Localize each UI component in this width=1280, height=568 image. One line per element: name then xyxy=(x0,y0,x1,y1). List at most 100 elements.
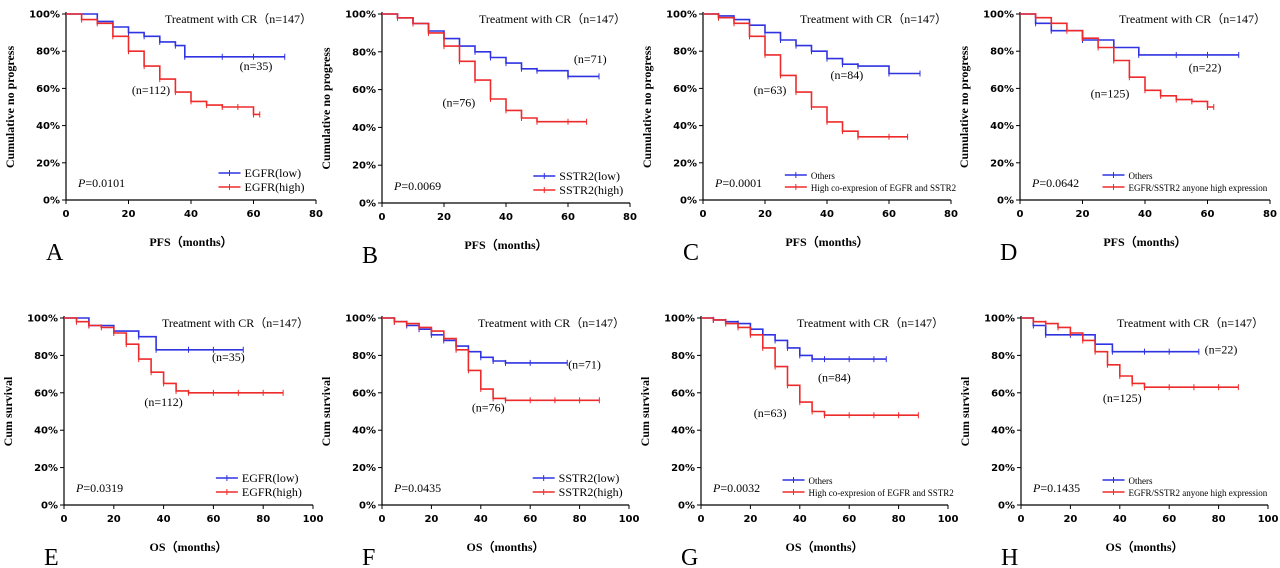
x-tick-label: 40 xyxy=(157,514,171,525)
y-tick-label: 0% xyxy=(43,196,60,207)
series-line xyxy=(703,13,908,138)
x-axis-label: PFS（months） xyxy=(1103,234,1186,249)
x-tick-label: 100 xyxy=(1258,514,1279,525)
y-tick-label: 20% xyxy=(990,158,1014,169)
x-tick-label: 20 xyxy=(107,514,121,525)
x-tick-label: 20 xyxy=(743,514,757,525)
n-label: (n=22) xyxy=(1189,61,1222,75)
y-tick-label: 40% xyxy=(990,121,1014,132)
y-tick-label: 40% xyxy=(673,121,697,132)
panel-letter: A xyxy=(46,240,64,266)
x-tick-label: 0 xyxy=(698,514,705,525)
km-panel-h: 0% 20% 40% 60% 80% 100% 0 20 40 60 80 100 Cum surviv… xyxy=(958,314,1278,568)
x-tick-label: 0 xyxy=(61,514,68,525)
y-tick-label: 20% xyxy=(991,463,1015,474)
y-tick-label: 0% xyxy=(998,501,1015,512)
y-tick-label: 100% xyxy=(29,10,60,21)
km-panel-d: 0% 20% 40% 60% 80% 100% 0 20 40 60 80 Cumulative no… xyxy=(957,10,1277,267)
annotation: Treatment with CR（n=147） xyxy=(165,12,312,26)
x-tick-label: 100 xyxy=(619,514,640,525)
legend: Others High co-expresion of EGFR and SSTR… xyxy=(782,476,954,498)
y-tick-label: 80% xyxy=(673,47,697,58)
n-label: (n=112) xyxy=(144,395,182,409)
y-tick-label: 40% xyxy=(352,123,376,134)
y-tick-label: 100% xyxy=(983,10,1014,21)
x-tick-label: 60 xyxy=(523,514,537,525)
annotation: Treatment with CR（n=147） xyxy=(478,316,625,330)
y-axis-label: Cumulative no progress xyxy=(319,47,333,170)
annotation: Treatment with CR（n=147） xyxy=(797,316,944,330)
x-tick-label: 20 xyxy=(122,209,136,220)
series-high: (n=125) xyxy=(1020,13,1215,110)
x-axis-label: PFS（months） xyxy=(464,237,547,252)
y-tick-label: 20% xyxy=(36,158,60,169)
y-axis-label: Cumulative no progress xyxy=(3,46,17,169)
legend: SSTR2(low)SSTR2(high) xyxy=(532,471,623,499)
y-tick-label: 60% xyxy=(991,388,1015,399)
y-tick-label: 0% xyxy=(680,196,697,207)
x-tick-label: 100 xyxy=(938,514,959,525)
n-label: (n=84) xyxy=(818,371,851,385)
x-tick-label: 20 xyxy=(1076,209,1090,220)
panel-letter: B xyxy=(362,243,378,269)
y-tick-label: 60% xyxy=(352,85,376,96)
legend-entry: Others xyxy=(809,476,833,486)
legend: Others High co-expresion of EGFR and SSTR… xyxy=(784,171,956,193)
n-label: (n=125) xyxy=(1103,391,1142,405)
x-tick-label: 40 xyxy=(499,212,513,223)
annotation: Treatment with CR（n=147） xyxy=(1117,316,1264,330)
y-axis-label: Cumulative no progress xyxy=(640,46,654,169)
x-tick-label: 60 xyxy=(1162,514,1176,525)
y-tick-label: 80% xyxy=(34,351,58,362)
x-tick-label: 40 xyxy=(1138,209,1152,220)
series-high: (n=76) xyxy=(382,13,588,125)
legend: EGFR(low)EGFR(high) xyxy=(218,166,305,194)
x-tick-label: 40 xyxy=(793,514,807,525)
y-tick-label: 100% xyxy=(984,314,1015,325)
series-low: (n=35) xyxy=(66,13,286,73)
y-tick-label: 40% xyxy=(671,426,695,437)
x-tick-label: 20 xyxy=(1063,514,1077,525)
km-panel-g: 0% 20% 40% 60% 80% 100% 0 20 40 60 80 100 Cum surviv… xyxy=(638,314,958,568)
x-tick-label: 60 xyxy=(206,514,220,525)
y-tick-label: 60% xyxy=(673,84,697,95)
n-label: (n=84) xyxy=(830,68,863,82)
y-tick-label: 60% xyxy=(671,388,695,399)
panel-letter: G xyxy=(681,545,698,568)
panel-letter: D xyxy=(1000,240,1017,266)
y-tick-label: 60% xyxy=(36,84,60,95)
p-value: P=0.0101 xyxy=(77,176,125,190)
series-high: (n=63) xyxy=(701,316,919,420)
x-axis-label: OS（months） xyxy=(466,539,544,554)
y-tick-label: 20% xyxy=(34,463,58,474)
legend: Others EGFR/SSTR2 anyone high expression xyxy=(1102,171,1268,193)
y-tick-label: 80% xyxy=(990,47,1014,58)
x-tick-label: 80 xyxy=(309,209,323,220)
y-axis-label: Cumulative no progress xyxy=(957,46,971,169)
x-tick-label: 80 xyxy=(623,212,637,223)
legend-entry: High co-expresion of EGFR and SSTR2 xyxy=(809,488,954,498)
n-label: (n=22) xyxy=(1205,343,1238,357)
legend-entry: EGFR/SSTR2 anyone high expression xyxy=(1129,183,1268,193)
x-tick-label: 0 xyxy=(379,212,386,223)
x-tick-label: 20 xyxy=(424,514,438,525)
panel-letter: H xyxy=(1001,545,1018,568)
annotation: Treatment with CR（n=147） xyxy=(479,12,626,26)
x-tick-label: 80 xyxy=(1212,514,1226,525)
n-label: (n=76) xyxy=(472,401,505,415)
y-tick-label: 60% xyxy=(352,388,376,399)
x-tick-label: 60 xyxy=(247,209,261,220)
x-tick-label: 80 xyxy=(256,514,270,525)
series-high: (n=112) xyxy=(66,13,261,118)
x-tick-label: 40 xyxy=(474,514,488,525)
x-tick-label: 80 xyxy=(1263,209,1277,220)
series-line xyxy=(701,317,919,416)
p-value: P=0.0642 xyxy=(1031,176,1079,190)
annotation: Treatment with CR（n=147） xyxy=(1119,12,1266,26)
y-tick-label: 20% xyxy=(352,463,376,474)
x-tick-label: 60 xyxy=(561,212,575,223)
legend-entry: Others xyxy=(1129,171,1153,181)
legend: EGFR(low)EGFR(high) xyxy=(215,471,302,499)
x-tick-label: 0 xyxy=(379,514,386,525)
km-panel-e: 0% 20% 40% 60% 80% 100% 0 20 40 60 80 100 Cum surviv… xyxy=(1,314,323,568)
